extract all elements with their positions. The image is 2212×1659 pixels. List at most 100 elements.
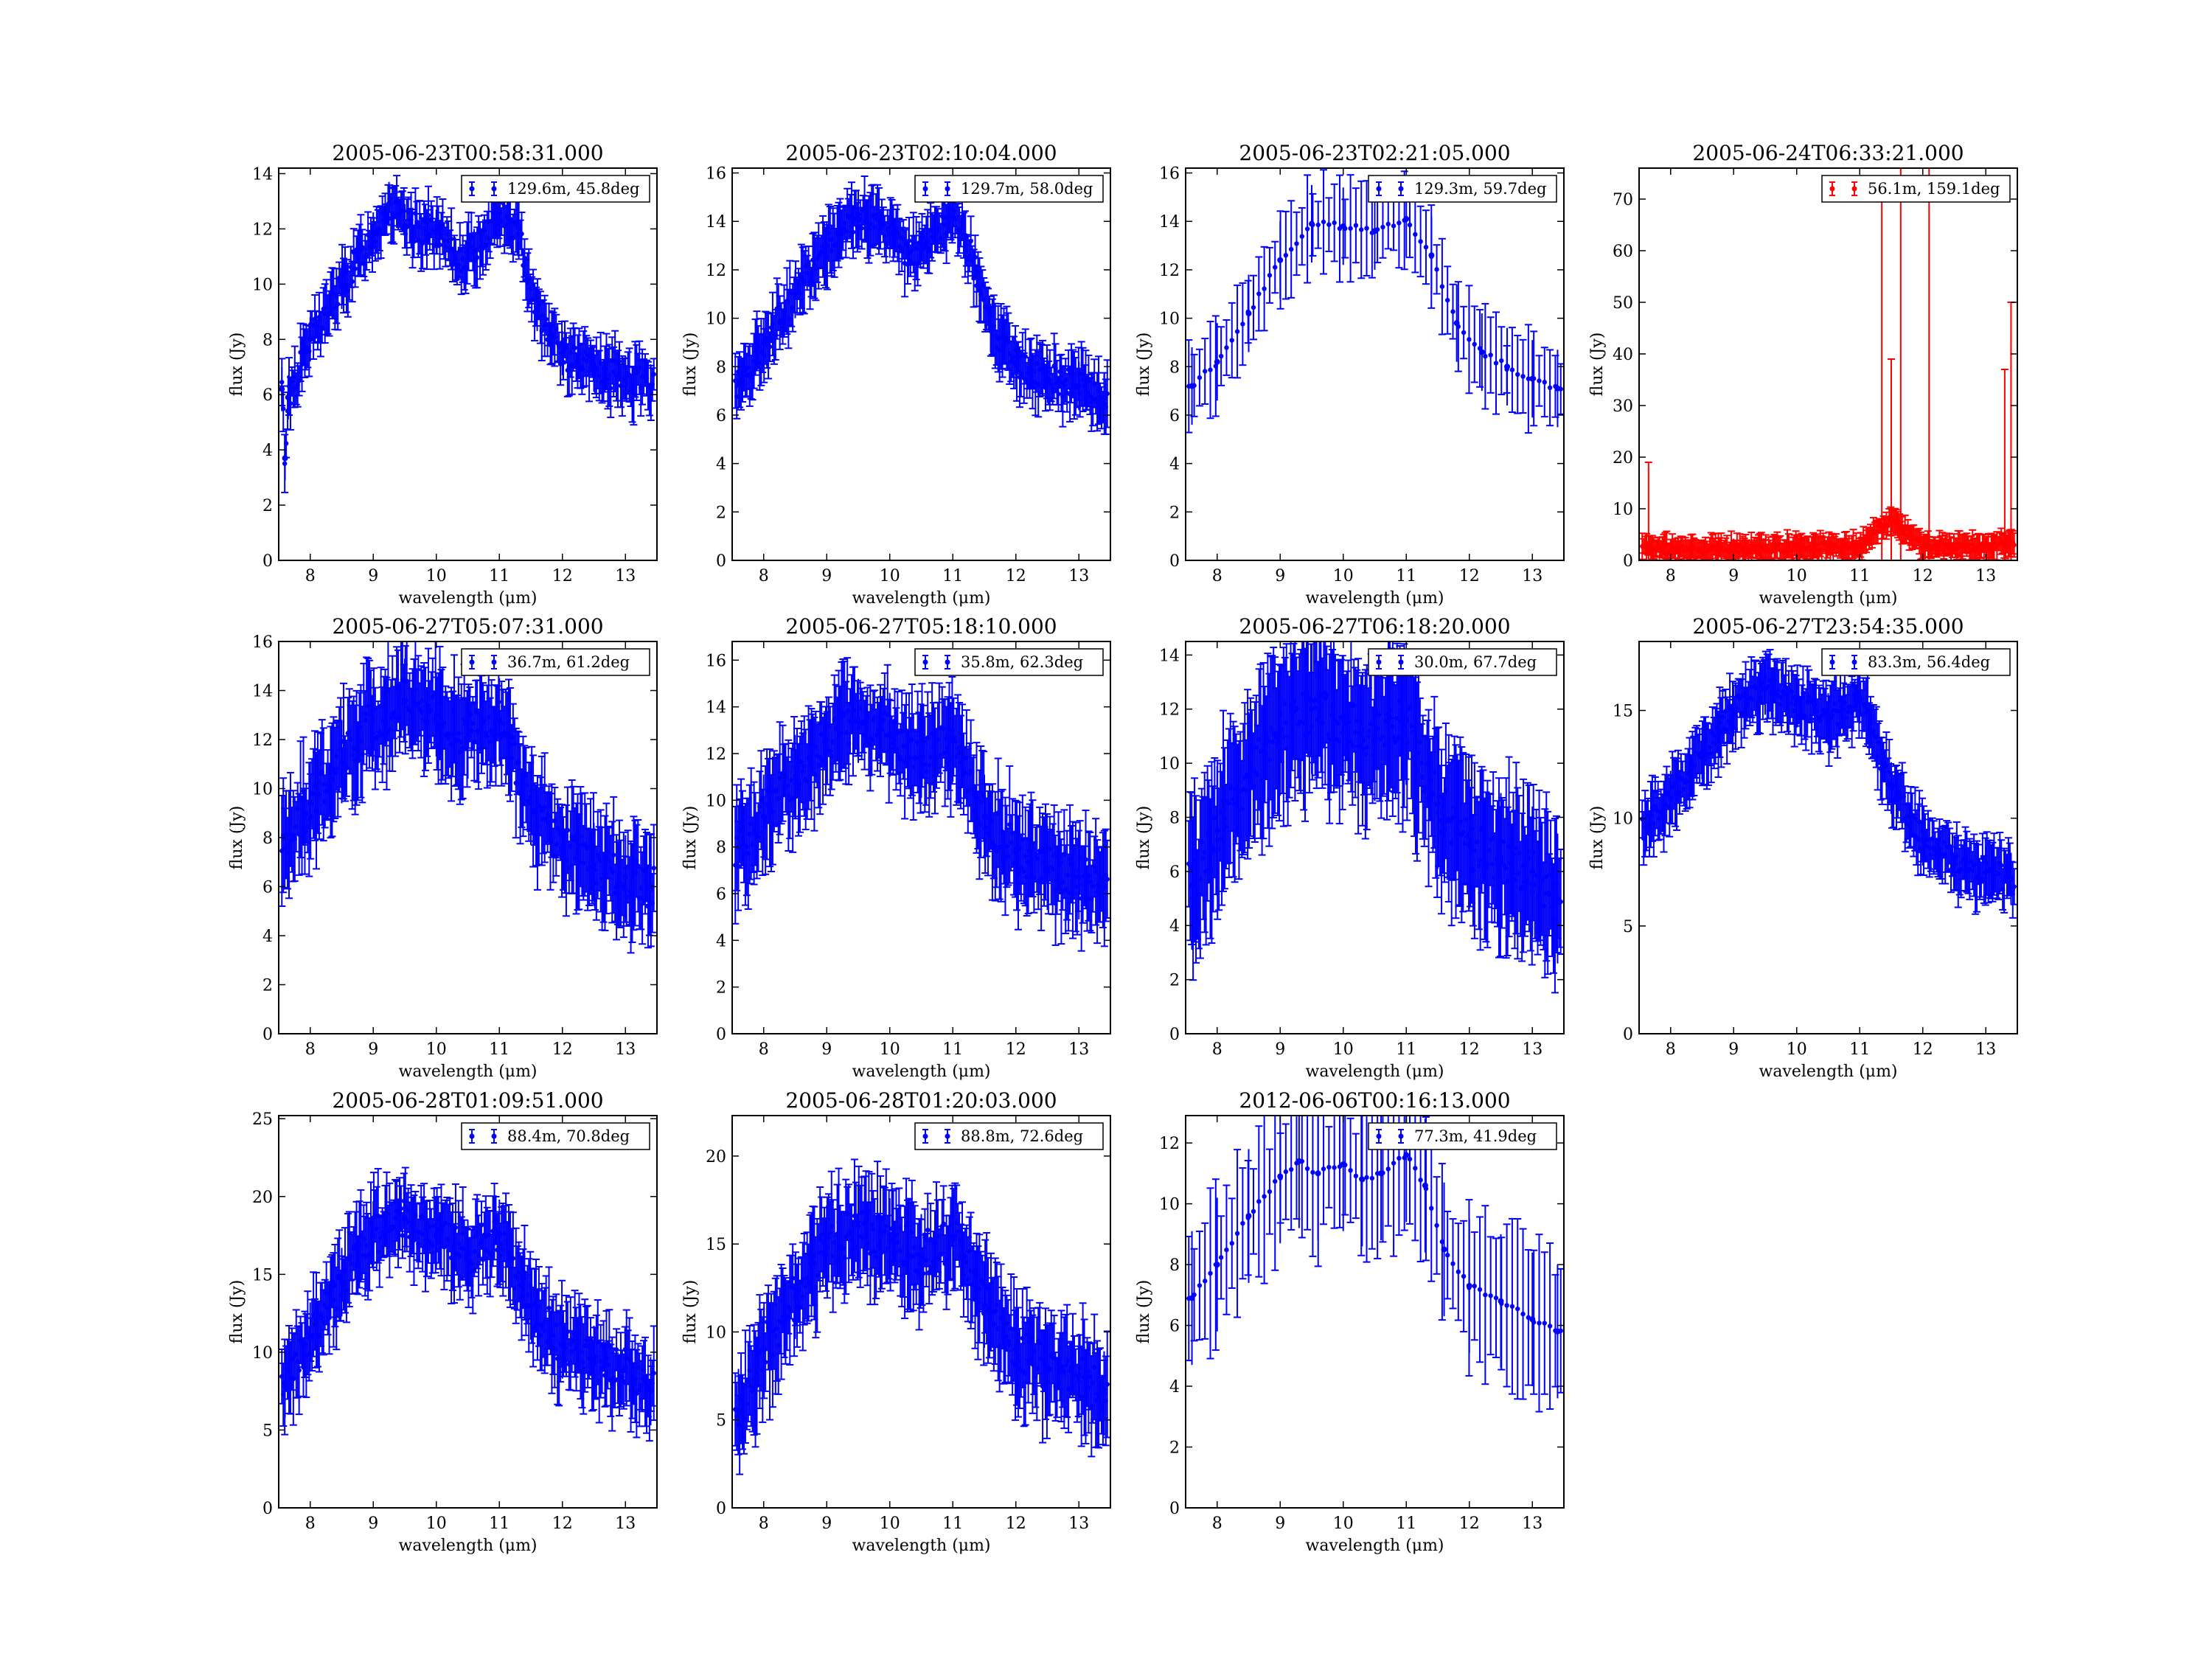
data-point [1101, 374, 1107, 422]
data-point [515, 212, 521, 257]
data-point [760, 318, 767, 367]
data-point [422, 209, 431, 271]
data-series [732, 175, 1110, 435]
data-point [770, 314, 778, 365]
marker [1537, 378, 1542, 383]
subplot-title: 2005-06-23T02:10:04.000 [785, 141, 1057, 165]
data-point [279, 366, 285, 411]
y-tick-label: 40 [1613, 346, 1633, 364]
data-point [580, 330, 588, 389]
data-point [767, 312, 775, 344]
data-point [1508, 327, 1516, 414]
legend-label: 129.6m, 45.8deg [507, 180, 639, 198]
subplot-grid: 8 9 10 11 12 13 0 2 4 6 8 10 12 14 2005-06-23T00:58:31… [228, 141, 2018, 1555]
data-point [905, 229, 912, 277]
data-point [1214, 323, 1220, 401]
marker [1294, 241, 1299, 246]
data-point [452, 237, 459, 282]
marker [282, 455, 288, 462]
marker [496, 209, 503, 215]
marker [1461, 330, 1467, 335]
marker [1288, 246, 1294, 252]
marker [1434, 267, 1439, 272]
x-tick-label: 10 [1333, 567, 1354, 585]
data-point [928, 212, 936, 262]
legend-label: 129.7m, 58.0deg [961, 180, 1093, 198]
data-point [433, 209, 439, 254]
data-point [1234, 284, 1242, 379]
data-point [448, 207, 456, 271]
marker [1262, 286, 1267, 291]
data-point [386, 181, 392, 226]
y-tick-label: 8 [1169, 358, 1180, 377]
marker [1428, 252, 1435, 259]
axes-frame [1638, 167, 2018, 561]
y-tick-label: 60 [1613, 243, 1633, 261]
data-point [613, 351, 621, 402]
legend-marker [945, 186, 950, 192]
data-point [1504, 327, 1511, 406]
data-point [1320, 169, 1328, 275]
data-point [1357, 180, 1366, 279]
marker [987, 324, 994, 331]
data-point [1245, 274, 1252, 352]
marker [1277, 257, 1284, 263]
data-point [1444, 265, 1452, 335]
data-point [1371, 192, 1378, 270]
y-tick-label: 30 [1613, 397, 1633, 416]
marker [370, 231, 377, 237]
data-point [559, 331, 566, 375]
marker [1450, 309, 1455, 314]
data-point [1416, 205, 1425, 278]
data-point [1428, 216, 1435, 294]
data-point [1044, 354, 1051, 403]
marker [1256, 291, 1262, 296]
data-point [735, 359, 742, 408]
marker [1385, 221, 1391, 227]
marker [1493, 361, 1499, 366]
data-series [279, 641, 657, 954]
marker [1857, 543, 1863, 550]
marker [622, 375, 629, 381]
marker [1234, 329, 1240, 334]
data-point [1498, 326, 1506, 396]
data-point [402, 204, 408, 248]
marker [647, 383, 654, 389]
data-point [1330, 183, 1338, 262]
x-axis-label: wavelength (μm) [1759, 589, 1897, 608]
data-point [1314, 201, 1322, 249]
marker [651, 372, 656, 377]
marker [1423, 244, 1429, 250]
subplot-2: 8 9 10 11 12 13 0 2 4 6 8 10 12 14 16 2005-06-23T02:10:… [681, 141, 1111, 608]
marker [1304, 226, 1310, 232]
marker [1371, 228, 1378, 234]
legend-marker [1376, 186, 1382, 192]
marker [1504, 364, 1511, 370]
marker [925, 245, 931, 251]
data-point [1422, 209, 1430, 285]
data-point [1298, 206, 1306, 266]
y-tick-label: 16 [706, 165, 726, 184]
marker [1453, 320, 1460, 327]
data-point [307, 317, 313, 362]
y-tick-label: 14 [1159, 213, 1180, 232]
data-point [1346, 174, 1354, 283]
data-point [370, 212, 377, 257]
y-tick-label: 8 [716, 358, 726, 377]
x-tick-label: 13 [1522, 567, 1543, 585]
marker [1321, 219, 1326, 225]
data-point [1293, 211, 1301, 276]
data-point [962, 212, 969, 260]
data-point [998, 314, 1006, 378]
data-point [766, 331, 774, 363]
marker [338, 284, 345, 291]
data-point [1384, 198, 1392, 250]
subplot-title: 2005-06-23T00:58:31.000 [332, 141, 603, 165]
marker [1012, 361, 1019, 367]
data-point [1304, 174, 1312, 284]
y-tick-label: 4 [716, 456, 726, 474]
marker [1076, 383, 1082, 389]
data-point [1540, 347, 1548, 418]
data-point [799, 246, 807, 313]
marker [1197, 375, 1203, 380]
